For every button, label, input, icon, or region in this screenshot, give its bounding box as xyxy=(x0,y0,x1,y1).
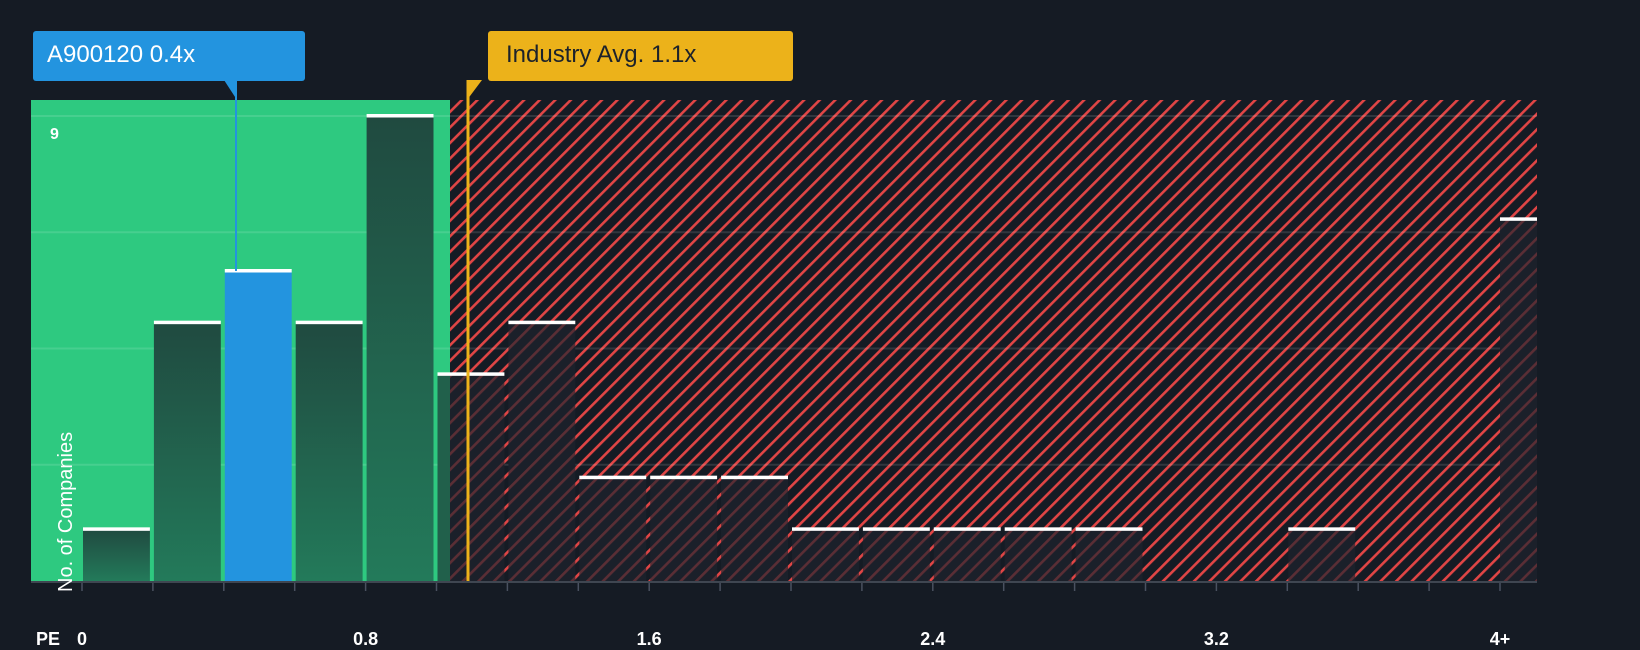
histogram-bar xyxy=(1075,527,1143,581)
histogram-bar xyxy=(579,475,647,581)
histogram-bar xyxy=(862,527,930,581)
x-tick-label: 0.8 xyxy=(353,629,379,649)
x-axis-label: PE xyxy=(36,629,61,649)
x-tick-label: 0 xyxy=(76,629,88,649)
histogram-bar xyxy=(933,527,1001,581)
histogram-bar xyxy=(1288,527,1356,581)
industry-pointer-icon xyxy=(467,80,482,100)
x-axis xyxy=(31,581,1537,591)
x-tick-label: 4+ xyxy=(1489,629,1511,649)
histogram-bar xyxy=(295,320,363,581)
histogram-bar xyxy=(1500,217,1537,582)
company-pointer-icon xyxy=(224,80,237,100)
bars xyxy=(83,114,1537,582)
y-tick-label: 9 xyxy=(50,126,59,143)
industry-average-tooltip: Industry Avg. 1.1x xyxy=(488,31,793,81)
histogram-bar xyxy=(153,320,221,581)
histogram-bar xyxy=(792,527,859,581)
histogram-bar xyxy=(1004,527,1072,581)
histogram-bar xyxy=(83,527,150,581)
x-tick-label: 1.6 xyxy=(636,629,662,649)
histogram-bar xyxy=(437,372,505,581)
histogram-bar xyxy=(224,269,292,581)
histogram-bar xyxy=(366,114,434,581)
x-tick-label: 2.4 xyxy=(920,629,946,649)
histogram-bar xyxy=(721,475,788,581)
markers xyxy=(224,80,482,581)
y-axis-label: No. of Companies xyxy=(55,431,77,592)
x-tick-label: 3.2 xyxy=(1203,629,1229,649)
histogram-bar xyxy=(508,320,576,581)
histogram-bar xyxy=(650,475,718,581)
company-pe-tooltip: A900120 0.4x xyxy=(33,31,305,81)
